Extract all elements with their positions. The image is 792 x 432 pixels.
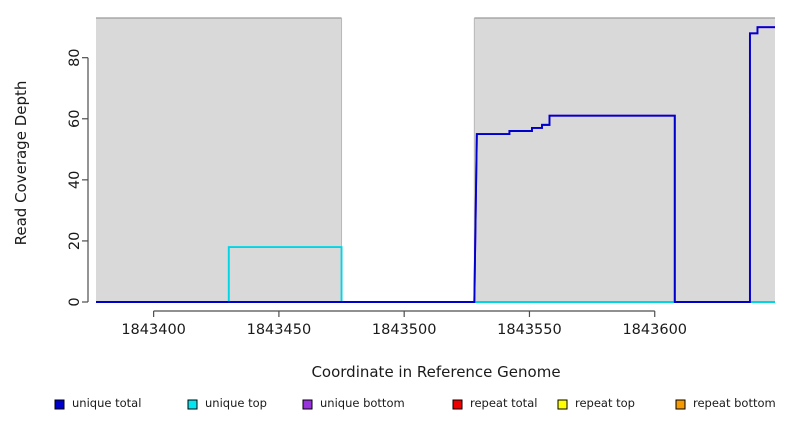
legend-swatch-unique-total — [54, 399, 65, 410]
x-axis-tick-label: 1843400 — [121, 322, 186, 338]
y-axis-tick-label: 60 — [67, 110, 83, 128]
chart-legend: unique total unique top unique bottom repea… — [54, 396, 776, 410]
y-axis-tick-label: 0 — [67, 297, 83, 306]
x-axis-title: Coordinate in Reference Genome — [311, 363, 560, 381]
legend-label-unique-bottom: unique bottom — [320, 396, 405, 410]
legend-swatch-repeat-total — [452, 399, 463, 410]
legend-swatch-unique-top — [187, 399, 198, 410]
legend-swatch-repeat-top — [557, 399, 568, 410]
shaded-region — [474, 18, 775, 302]
x-axis-tick-label: 1843500 — [372, 322, 437, 338]
series-line-unique-total — [96, 26, 775, 303]
shaded-region — [96, 18, 342, 302]
x-axis-tick-label: 1843550 — [497, 322, 562, 338]
legend-label-repeat-bottom: repeat bottom — [693, 396, 776, 410]
x-axis: 1843400 1843450 1843500 1843550 1843600 — [121, 310, 687, 338]
x-axis-tick-label: 1843600 — [622, 322, 687, 338]
shaded-region-group — [96, 17, 775, 302]
legend-label-unique-top: unique top — [205, 396, 267, 410]
y-axis-title: Read Coverage Depth — [12, 81, 30, 246]
y-axis-tick-label: 40 — [67, 171, 83, 189]
y-axis-tick-label: 80 — [67, 48, 83, 66]
y-axis: 0 20 40 60 80 — [67, 48, 89, 307]
legend-swatch-unique-bottom — [302, 399, 313, 410]
series-group — [96, 26, 775, 303]
legend-label-repeat-top: repeat top — [575, 396, 635, 410]
legend-swatch-repeat-bottom — [675, 399, 686, 410]
legend-label-repeat-total: repeat total — [470, 396, 537, 410]
legend-label-unique-total: unique total — [72, 396, 141, 410]
y-axis-tick-label: 20 — [67, 232, 83, 250]
x-axis-tick-label: 1843450 — [247, 322, 312, 338]
